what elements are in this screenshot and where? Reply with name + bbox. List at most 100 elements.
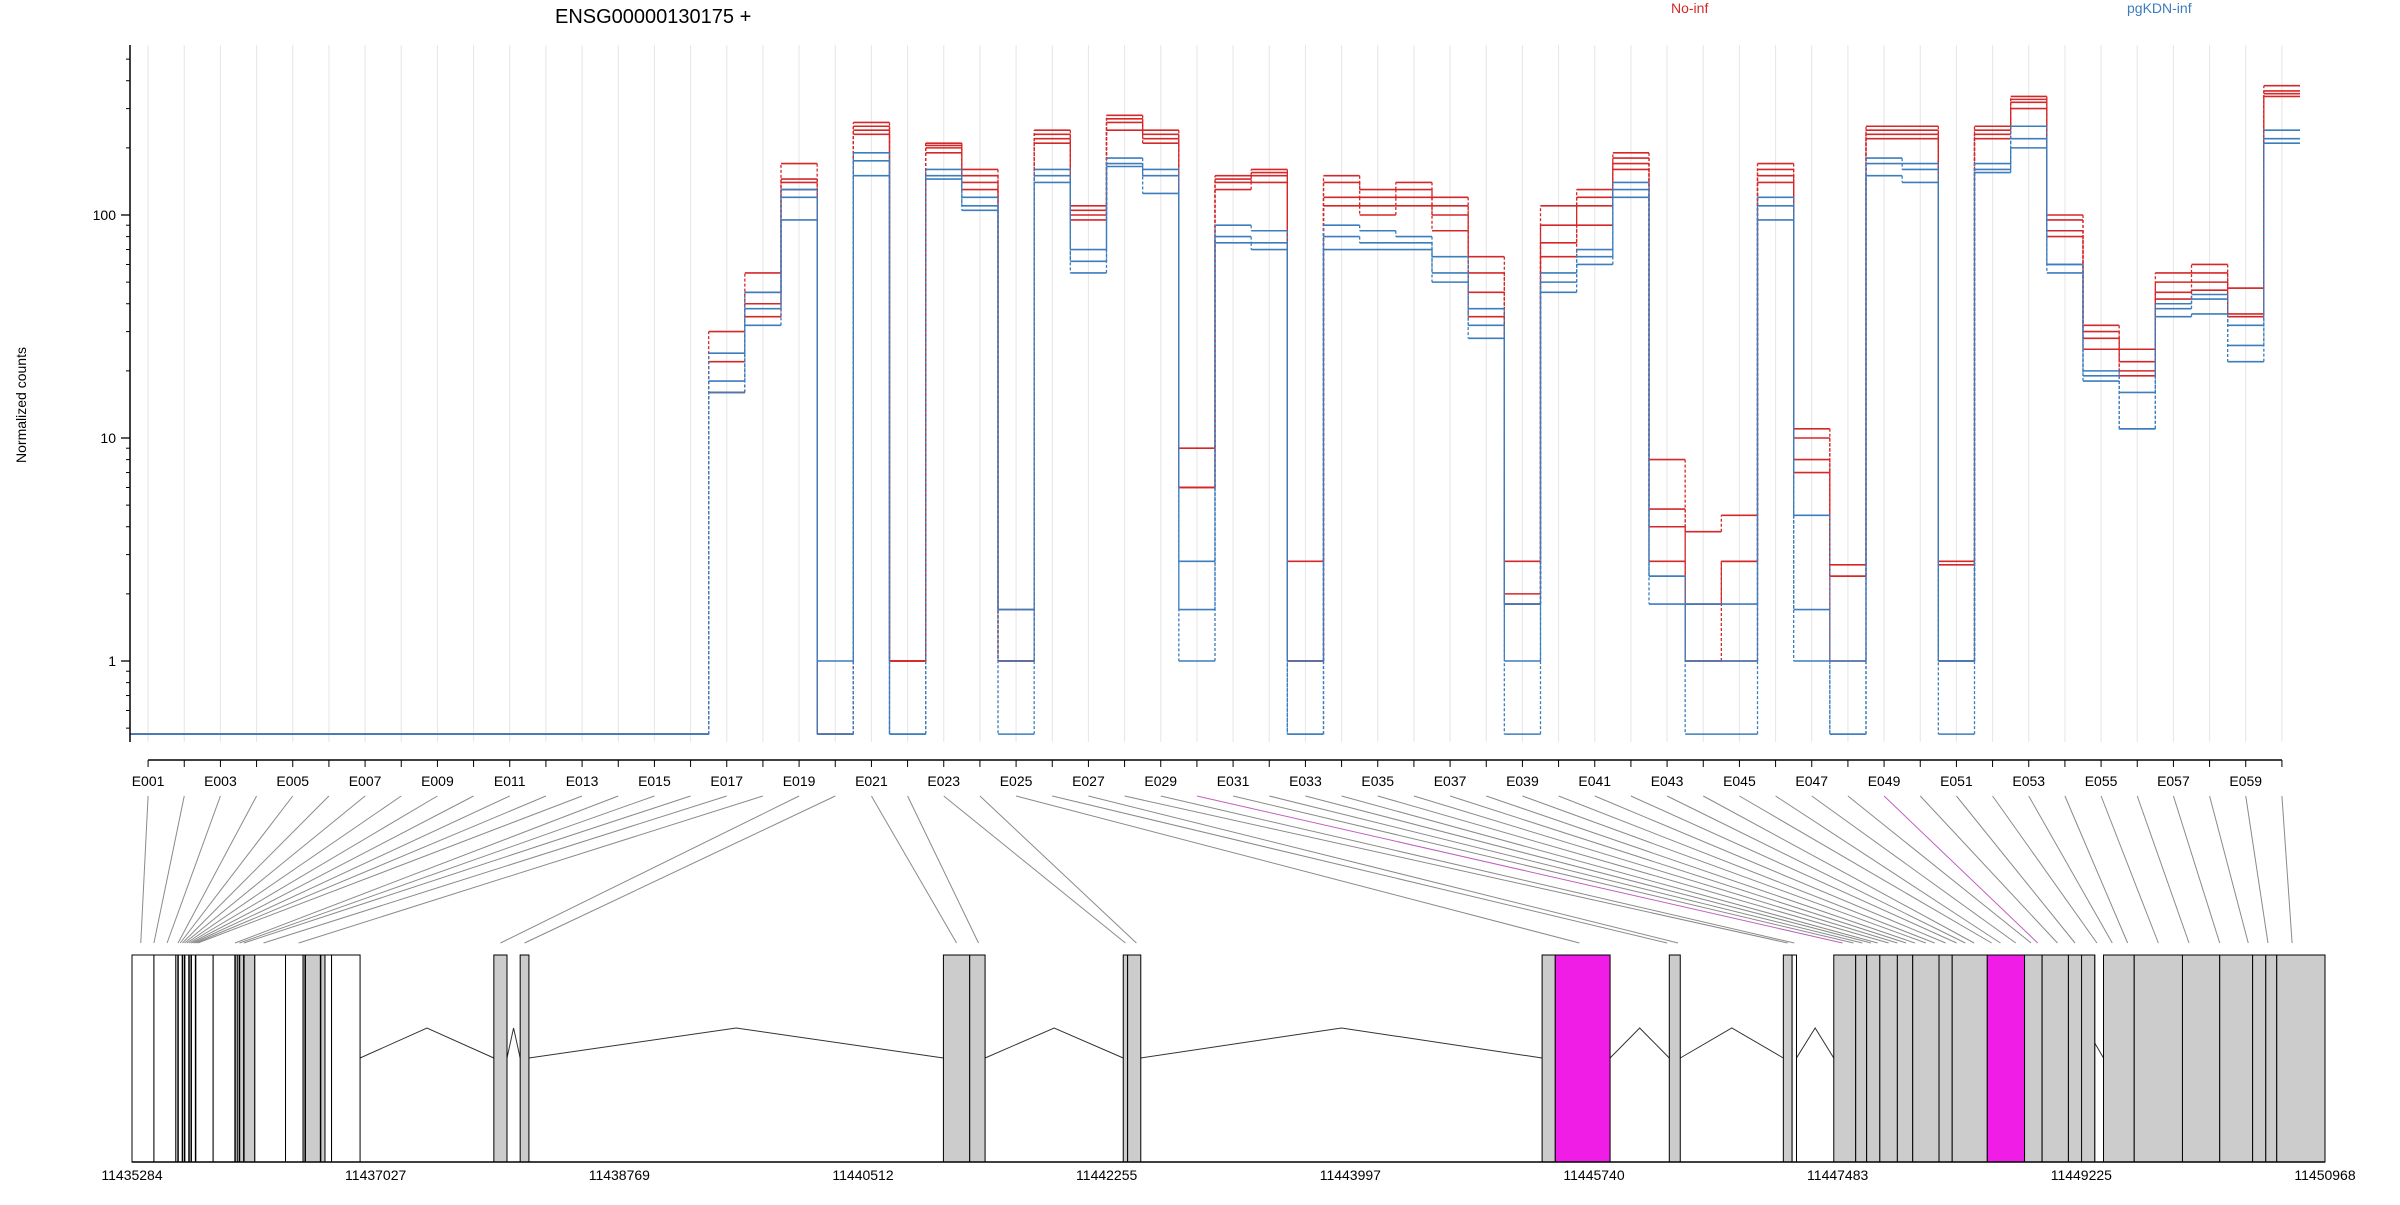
genomic-coordinate-label: 11445740 xyxy=(1563,1167,1624,1183)
gene-model-track xyxy=(131,954,2326,1163)
exon-block xyxy=(519,954,530,1163)
x-tick-label: E049 xyxy=(1868,773,1901,789)
exon-connector xyxy=(1232,795,1854,944)
x-tick-label: E005 xyxy=(276,773,309,789)
exon-connector xyxy=(2100,795,2159,944)
exon-block xyxy=(2252,954,2267,1163)
exon-connector xyxy=(1558,795,1935,944)
genomic-coordinate-label: 11443997 xyxy=(1320,1167,1381,1183)
exon-block xyxy=(2133,954,2183,1163)
exon-connector xyxy=(153,795,185,944)
chart-title: ENSG00000130175 + xyxy=(555,6,751,28)
genomic-coordinate-label: 11447483 xyxy=(1807,1167,1868,1183)
exon-connector xyxy=(1775,795,2001,944)
intron-line xyxy=(1609,1027,1670,1059)
exon-connector xyxy=(179,795,294,944)
exon-connector xyxy=(1196,795,1843,944)
exon-connector xyxy=(193,795,510,944)
exon-block xyxy=(1855,954,1868,1163)
exon-block xyxy=(131,954,155,1163)
exon-connector xyxy=(2028,795,2113,944)
exon-block xyxy=(1951,954,1988,1163)
x-tick-label: E055 xyxy=(2085,773,2118,789)
series-6 xyxy=(130,142,2300,735)
x-tick-label: E037 xyxy=(1434,773,1467,789)
exon-connector xyxy=(263,795,727,944)
exon-connector xyxy=(907,795,979,944)
x-tick-label: E001 xyxy=(132,773,165,789)
exon-block xyxy=(1879,954,1898,1163)
exon-connector xyxy=(184,795,366,944)
exon-connector xyxy=(1703,795,1975,944)
exon-block xyxy=(1541,954,1556,1163)
exon-block xyxy=(969,954,986,1163)
exon-block xyxy=(2024,954,2043,1163)
x-tick-label: E059 xyxy=(2229,773,2262,789)
exon-block xyxy=(2276,954,2326,1163)
exon-connector xyxy=(1630,795,1957,944)
exon-connector-lines xyxy=(140,795,2293,944)
exon-connector xyxy=(1160,795,1795,944)
intron-line xyxy=(984,1027,1124,1059)
genomic-coordinate-label: 11450968 xyxy=(2294,1167,2355,1183)
grid-lines xyxy=(147,45,2283,742)
x-tick-label: E057 xyxy=(2157,773,2190,789)
exon-connector xyxy=(239,795,655,944)
x-tick-label: E045 xyxy=(1723,773,1756,789)
x-tick-label: E033 xyxy=(1289,773,1322,789)
exon-block xyxy=(2219,954,2254,1163)
x-tick-label: E029 xyxy=(1144,773,1177,789)
exon-connector xyxy=(1739,795,1992,944)
x-tick-label: E009 xyxy=(421,773,454,789)
exon-connector xyxy=(1883,795,2039,944)
exon-connector xyxy=(177,795,258,944)
legend-entry-pgkdn-inf: pgKDN-inf xyxy=(2127,0,2192,16)
x-tick-label: E003 xyxy=(204,773,237,789)
exon-block xyxy=(1122,954,1129,1163)
exon-connector xyxy=(1015,795,1580,944)
exon-connector xyxy=(1269,795,1863,944)
exon-block xyxy=(1554,954,1611,1163)
intron-line xyxy=(1796,1027,1835,1059)
exon-connector xyxy=(2281,795,2293,944)
exon-block xyxy=(1833,954,1857,1163)
exon-connector xyxy=(1124,795,1788,944)
exon-block xyxy=(1127,954,1142,1163)
exon-block xyxy=(2041,954,2069,1163)
exon-block xyxy=(153,954,177,1163)
y-axis-label: Normalized counts xyxy=(13,347,29,463)
x-tick-label: E019 xyxy=(783,773,816,789)
exon-block xyxy=(2103,954,2135,1163)
exon-connector xyxy=(1522,795,1927,944)
exon-connector xyxy=(1594,795,1946,944)
exon-connector xyxy=(1413,795,1898,944)
genomic-coordinate-label: 11449225 xyxy=(2051,1167,2112,1183)
x-tick-label: E043 xyxy=(1651,773,1684,789)
exon-block xyxy=(324,954,333,1163)
exon-block xyxy=(2265,954,2278,1163)
x-tick-label: E021 xyxy=(855,773,888,789)
exon-connector xyxy=(298,795,764,944)
y-tick-label: 100 xyxy=(93,207,117,223)
exon-connector xyxy=(1992,795,2098,944)
exon-block xyxy=(2181,954,2221,1163)
exon-block xyxy=(1912,954,1940,1163)
x-tick-label: E007 xyxy=(349,773,382,789)
exon-block xyxy=(212,954,238,1163)
exon-block xyxy=(1791,954,1797,1163)
series-layer xyxy=(130,84,2300,735)
exon-connector xyxy=(500,795,800,944)
y-tick-label: 10 xyxy=(100,430,116,446)
exon-connector xyxy=(234,795,619,944)
exon-block xyxy=(1668,954,1681,1163)
exon-connector xyxy=(1486,795,1916,944)
exon-connector xyxy=(243,795,691,944)
exon-connector xyxy=(188,795,438,944)
exon-block xyxy=(1986,954,2026,1163)
exon-block xyxy=(302,954,326,1163)
exon-connector xyxy=(2245,795,2269,944)
x-tick-label: E031 xyxy=(1217,773,1250,789)
x-tick-label: E015 xyxy=(638,773,671,789)
